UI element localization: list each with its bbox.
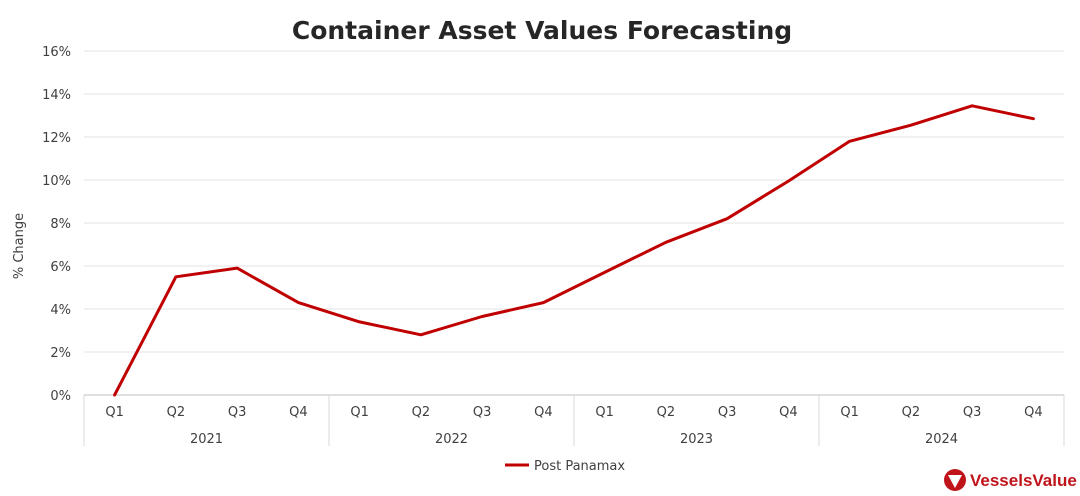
series-line-post-panamax bbox=[113, 104, 1035, 397]
x-tick-label: Q3 bbox=[228, 405, 247, 420]
x-tick-label: Q1 bbox=[840, 405, 859, 420]
y-axis-label: % Change bbox=[12, 213, 27, 279]
x-tick-label: Q1 bbox=[595, 405, 614, 420]
brand-logo: VesselsValue bbox=[944, 469, 1077, 491]
x-axis: Q1 Q2 Q3 Q4 2021 Q1 Q2 Q3 Q4 2022 Q1 Q2 Q3 Q4 2023 Q1 Q2… bbox=[83, 395, 1065, 447]
x-group-label: 2021 bbox=[190, 432, 223, 447]
x-tick-label: Q3 bbox=[473, 405, 492, 420]
legend-label-post-panamax: Post Panamax bbox=[534, 459, 625, 474]
x-tick-label: Q1 bbox=[350, 405, 369, 420]
x-tick-label: Q3 bbox=[963, 405, 982, 420]
x-tick-label: Q4 bbox=[534, 405, 553, 420]
x-tick-label: Q2 bbox=[657, 405, 676, 420]
x-group-label: 2023 bbox=[680, 432, 713, 447]
brand-name: VesselsValue bbox=[970, 471, 1077, 490]
y-tick-label: 12% bbox=[42, 131, 71, 146]
x-group-label: 2024 bbox=[925, 432, 958, 447]
y-tick-label: 10% bbox=[42, 174, 71, 189]
x-tick-label: Q4 bbox=[779, 405, 798, 420]
x-tick-label: Q2 bbox=[412, 405, 431, 420]
x-group-label: 2022 bbox=[435, 432, 468, 447]
y-axis-ticks: 0% 2% 4% 6% 8% 10% 12% 14% 16% bbox=[42, 45, 71, 404]
x-tick-label: Q4 bbox=[289, 405, 308, 420]
vesselsvalue-logo-icon bbox=[944, 469, 966, 491]
y-tick-label: 4% bbox=[50, 303, 71, 318]
gridlines bbox=[84, 50, 1064, 396]
x-tick-label: Q4 bbox=[1024, 405, 1043, 420]
y-tick-label: 14% bbox=[42, 88, 71, 103]
x-tick-label: Q3 bbox=[718, 405, 737, 420]
series-layer bbox=[113, 104, 1035, 397]
y-tick-label: 0% bbox=[50, 389, 71, 404]
y-tick-label: 6% bbox=[50, 260, 71, 275]
y-tick-label: 8% bbox=[50, 217, 71, 232]
y-tick-label: 16% bbox=[42, 45, 71, 60]
legend: Post Panamax bbox=[505, 459, 625, 474]
x-tick-label: Q2 bbox=[902, 405, 921, 420]
chart-title: Container Asset Values Forecasting bbox=[292, 16, 792, 45]
x-tick-label: Q2 bbox=[167, 405, 186, 420]
y-tick-label: 2% bbox=[50, 346, 71, 361]
x-tick-label: Q1 bbox=[105, 405, 124, 420]
